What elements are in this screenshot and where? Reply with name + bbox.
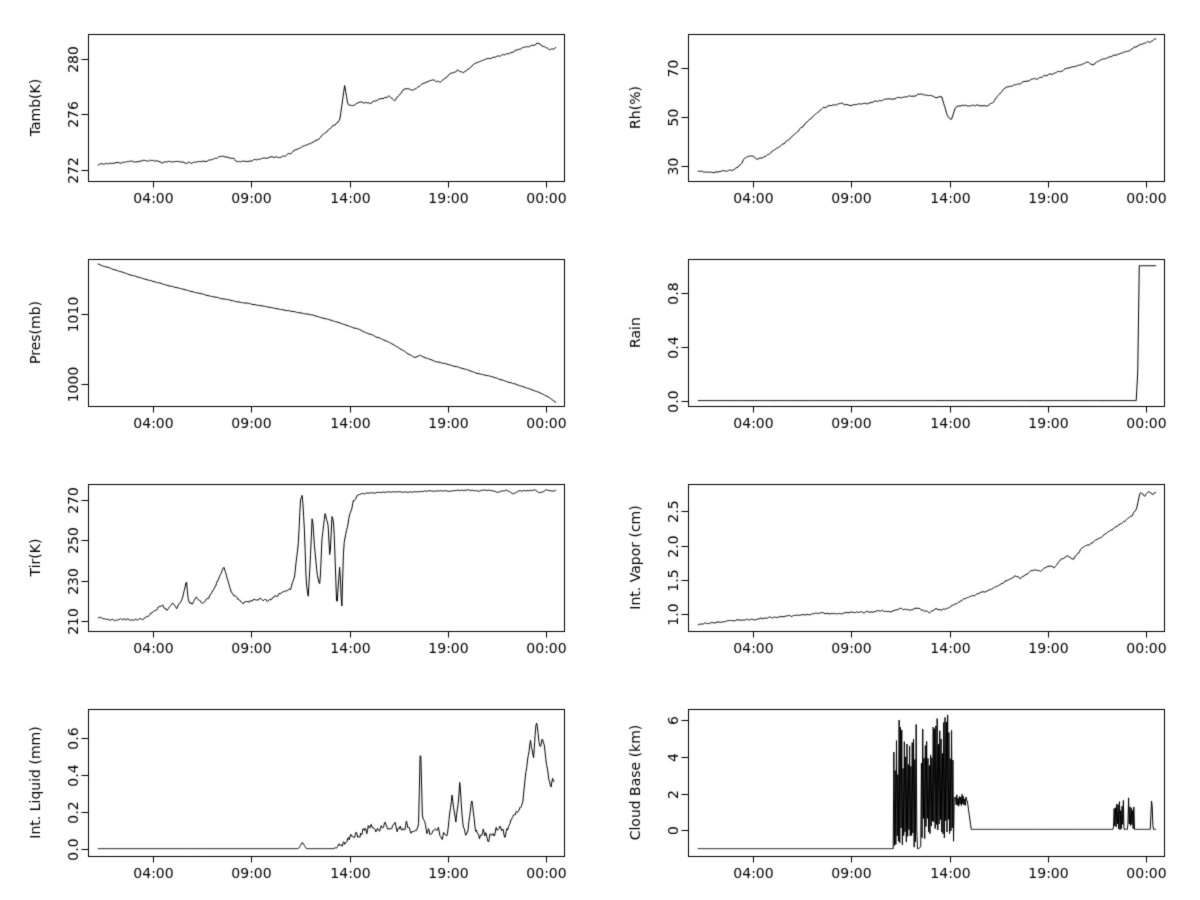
chart-rain-flag bbox=[600, 225, 1200, 450]
chart-pressure bbox=[0, 225, 600, 450]
chart-ambient-temperature bbox=[0, 0, 600, 225]
plot-cell-rain bbox=[600, 225, 1200, 450]
chart-ir-temperature bbox=[0, 450, 600, 675]
chart-integrated-vapor bbox=[600, 450, 1200, 675]
plot-cell-tir bbox=[0, 450, 600, 675]
plot-cell-rh bbox=[600, 0, 1200, 225]
chart-cloud-base-height bbox=[600, 675, 1200, 900]
chart-integrated-liquid bbox=[0, 675, 600, 900]
plot-cell-pres bbox=[0, 225, 600, 450]
plot-cell-liquid bbox=[0, 675, 600, 900]
plot-cell-cloudbase bbox=[600, 675, 1200, 900]
plot-cell-tamb bbox=[0, 0, 600, 225]
chart-relative-humidity bbox=[600, 0, 1200, 225]
plot-cell-vapor bbox=[600, 450, 1200, 675]
